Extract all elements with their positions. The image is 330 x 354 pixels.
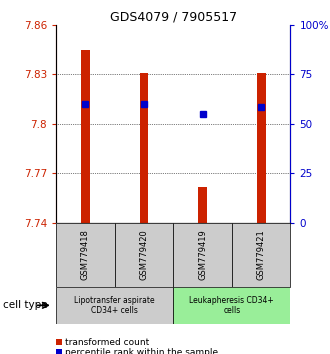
Bar: [56, 349, 62, 354]
Bar: [56, 339, 62, 345]
Bar: [173, 287, 290, 324]
Bar: [173, 223, 232, 287]
Text: percentile rank within the sample: percentile rank within the sample: [65, 348, 218, 354]
Text: Leukapheresis CD34+
cells: Leukapheresis CD34+ cells: [189, 296, 274, 315]
Text: GSM779418: GSM779418: [81, 229, 90, 280]
Bar: [232, 223, 290, 287]
Bar: [257, 73, 266, 223]
Text: GSM779421: GSM779421: [257, 229, 266, 280]
Bar: [56, 287, 173, 324]
Bar: [81, 50, 90, 223]
Bar: [56, 223, 115, 287]
Text: GSM779420: GSM779420: [140, 229, 148, 280]
Text: Lipotransfer aspirate
CD34+ cells: Lipotransfer aspirate CD34+ cells: [74, 296, 155, 315]
Text: GSM779419: GSM779419: [198, 229, 207, 280]
Title: GDS4079 / 7905517: GDS4079 / 7905517: [110, 11, 237, 24]
Text: cell type: cell type: [3, 300, 48, 310]
Bar: [140, 73, 148, 223]
Bar: [198, 187, 207, 223]
Bar: [115, 223, 173, 287]
Text: transformed count: transformed count: [65, 338, 149, 347]
